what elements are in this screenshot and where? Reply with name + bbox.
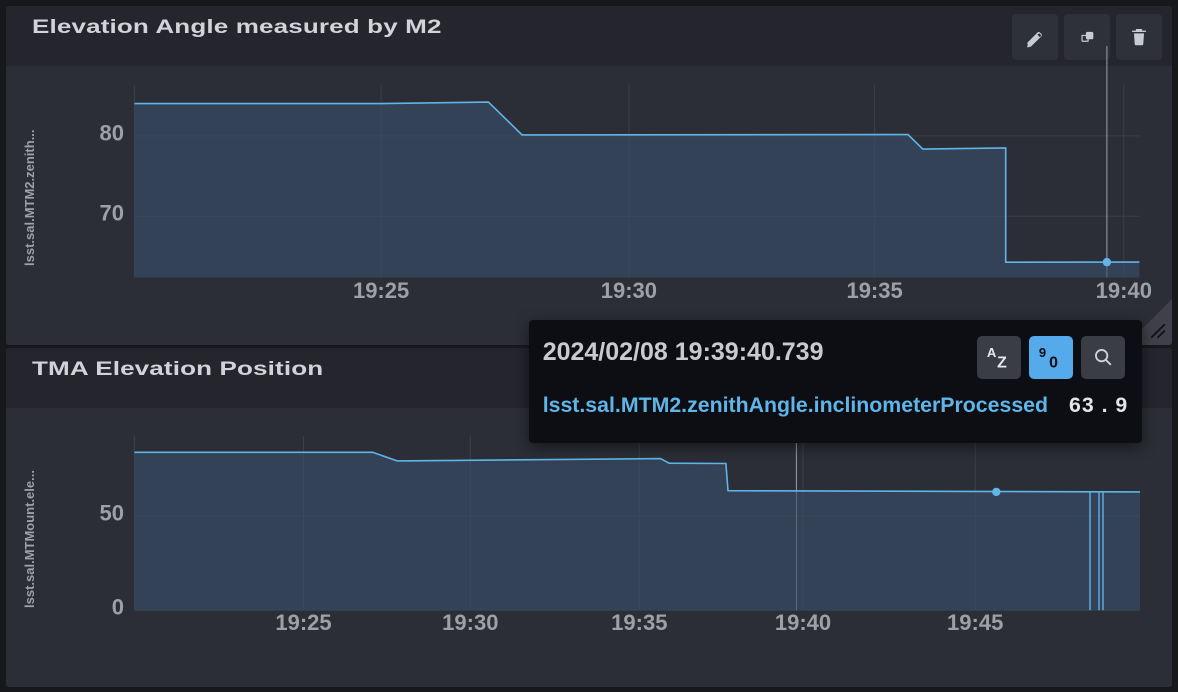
svg-text:19:35: 19:35: [611, 610, 667, 635]
svg-text:19:30: 19:30: [442, 610, 498, 635]
svg-text:9: 9: [1039, 345, 1046, 360]
svg-text:19:25: 19:25: [353, 278, 409, 303]
svg-text:19:45: 19:45: [947, 610, 1003, 635]
svg-text:19:25: 19:25: [275, 610, 331, 635]
svg-text:80: 80: [100, 121, 124, 146]
svg-text:A: A: [987, 345, 997, 360]
svg-text:Z: Z: [997, 355, 1007, 372]
svg-text:0: 0: [1049, 355, 1058, 372]
svg-text:70: 70: [100, 201, 124, 226]
svg-text:19:30: 19:30: [601, 278, 657, 303]
svg-text:0: 0: [112, 595, 124, 620]
svg-text:50: 50: [100, 501, 124, 526]
svg-text:19:35: 19:35: [846, 278, 902, 303]
svg-text:19:40: 19:40: [775, 610, 831, 635]
